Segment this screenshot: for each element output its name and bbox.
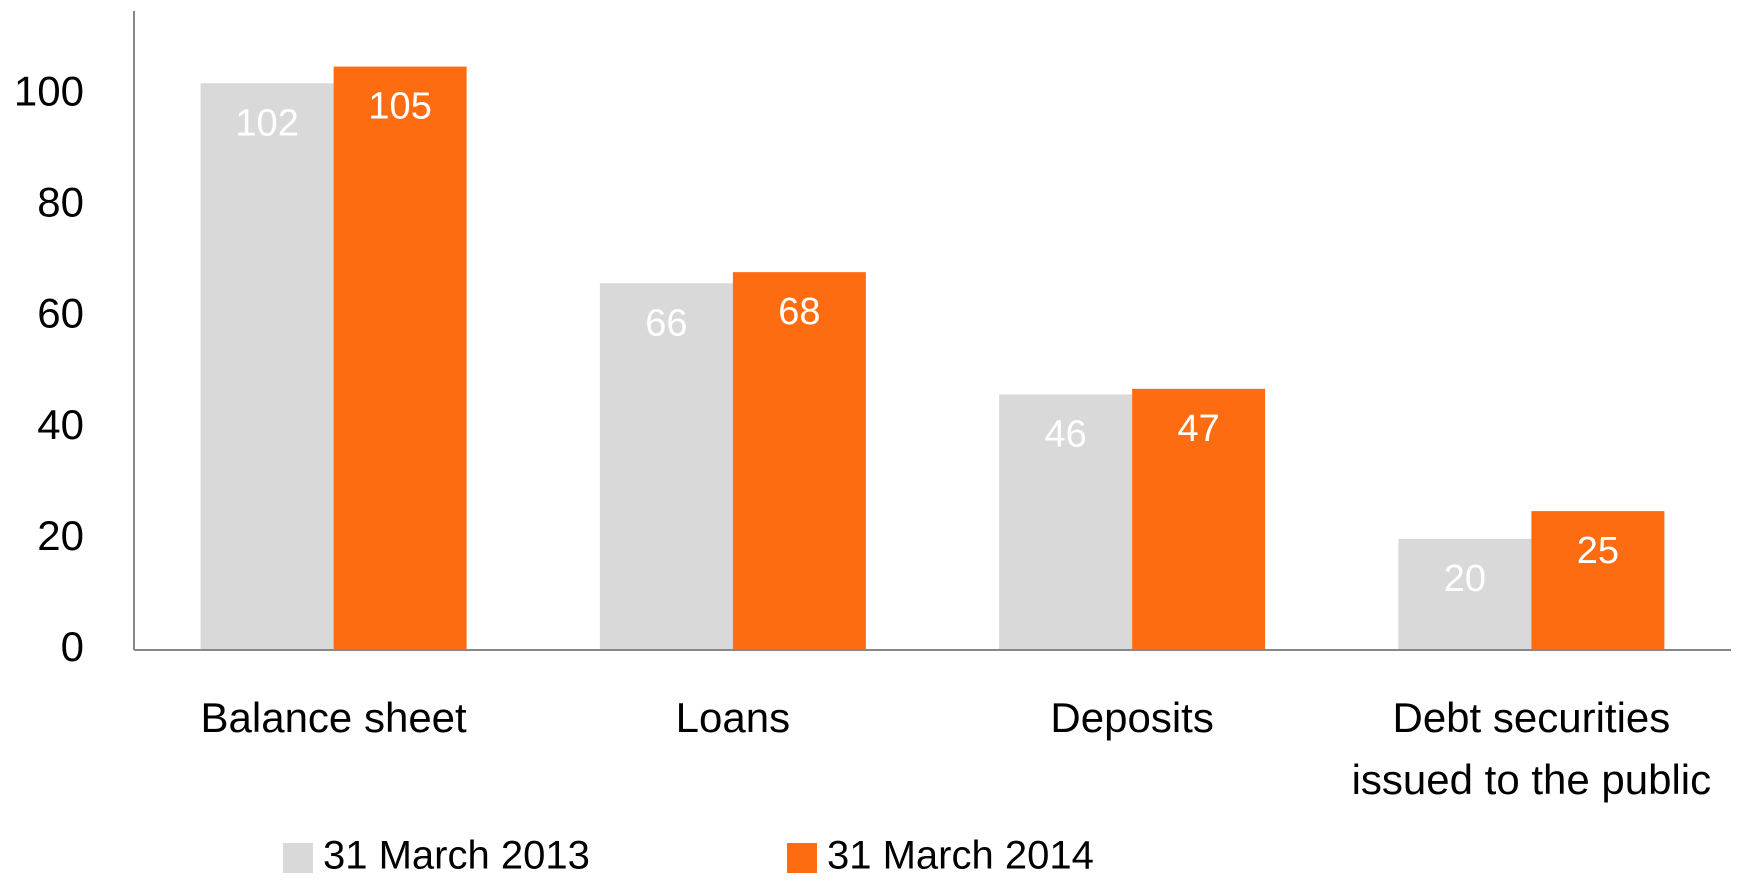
y-tick-label: 0 bbox=[61, 623, 84, 670]
bar bbox=[732, 272, 866, 650]
legend-label: 31 March 2014 bbox=[827, 834, 1094, 878]
y-tick-label: 40 bbox=[37, 401, 84, 448]
bar bbox=[1531, 511, 1665, 650]
value-label: 20 bbox=[1444, 558, 1486, 600]
legend-swatch bbox=[283, 843, 313, 873]
x-tick-label: Debt securities issued to the public bbox=[1351, 694, 1712, 803]
x-tick-label: Deposits bbox=[1050, 694, 1214, 741]
legend-swatch bbox=[787, 843, 817, 873]
bar bbox=[599, 283, 733, 650]
bar bbox=[333, 66, 467, 651]
bar bbox=[1398, 538, 1532, 650]
y-tick-label: 100 bbox=[14, 67, 84, 114]
value-label: 105 bbox=[368, 86, 431, 128]
y-tick-label: 20 bbox=[37, 512, 84, 559]
value-label: 102 bbox=[235, 102, 298, 144]
x-tick-label: Balance sheet bbox=[200, 694, 467, 741]
x-tick-label: Loans bbox=[675, 694, 791, 741]
bar bbox=[200, 83, 334, 650]
value-label: 68 bbox=[778, 291, 820, 333]
value-label: 46 bbox=[1044, 413, 1086, 455]
bar bbox=[999, 394, 1133, 650]
y-tick-label: 80 bbox=[37, 179, 84, 226]
y-tick-label: 60 bbox=[37, 290, 84, 337]
value-label: 47 bbox=[1177, 408, 1219, 450]
value-label: 66 bbox=[645, 302, 687, 344]
bar bbox=[1132, 388, 1266, 650]
legend-label: 31 March 2013 bbox=[323, 834, 590, 878]
value-label: 25 bbox=[1577, 530, 1619, 572]
